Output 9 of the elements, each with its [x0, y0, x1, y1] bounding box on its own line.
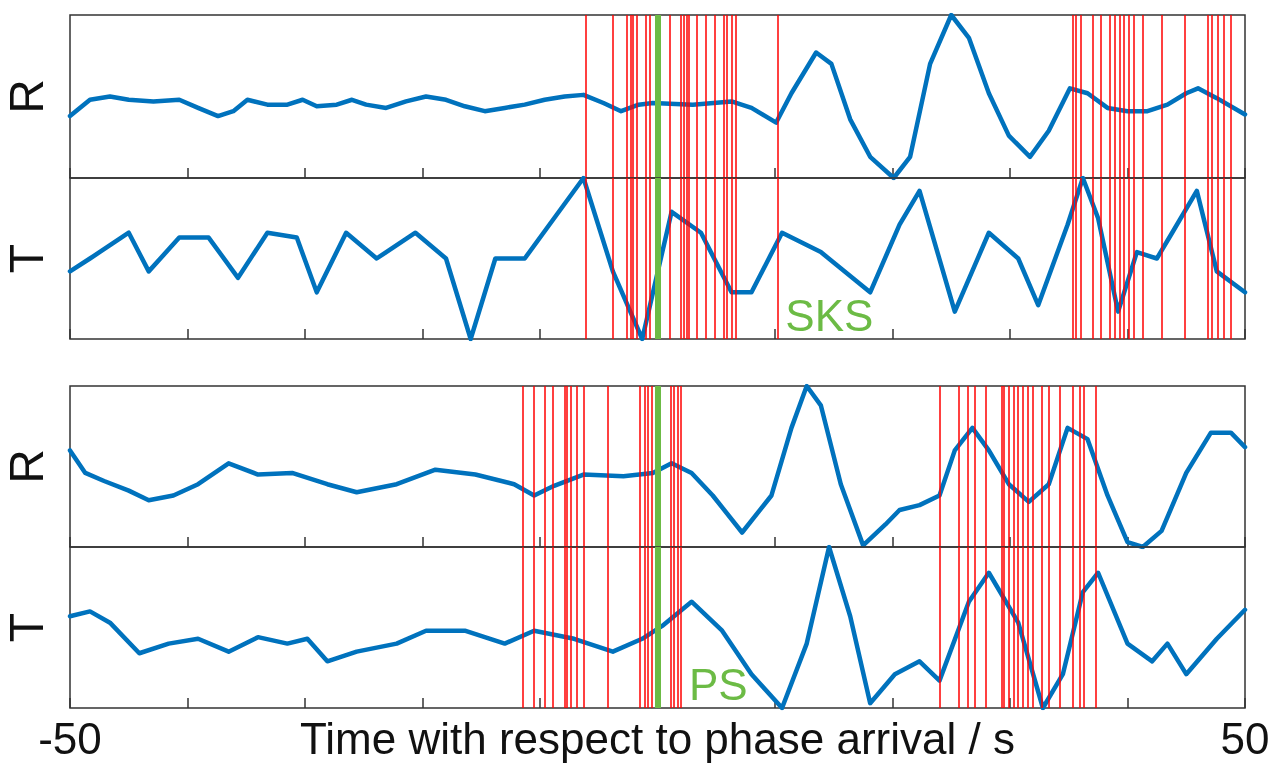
ref-line-label: SKS	[785, 290, 874, 340]
x-tick-label: 50	[1220, 713, 1270, 763]
y-axis-title: R	[0, 449, 53, 484]
y-axis-title: T	[0, 612, 53, 643]
y-axis-title: T	[0, 243, 53, 274]
ref-line-label: PS	[689, 659, 748, 709]
x-axis-title: Time with respect to phase arrival / s	[300, 713, 1015, 763]
x-tick-label: -50	[38, 713, 102, 763]
y-axis-title: R	[0, 79, 53, 114]
